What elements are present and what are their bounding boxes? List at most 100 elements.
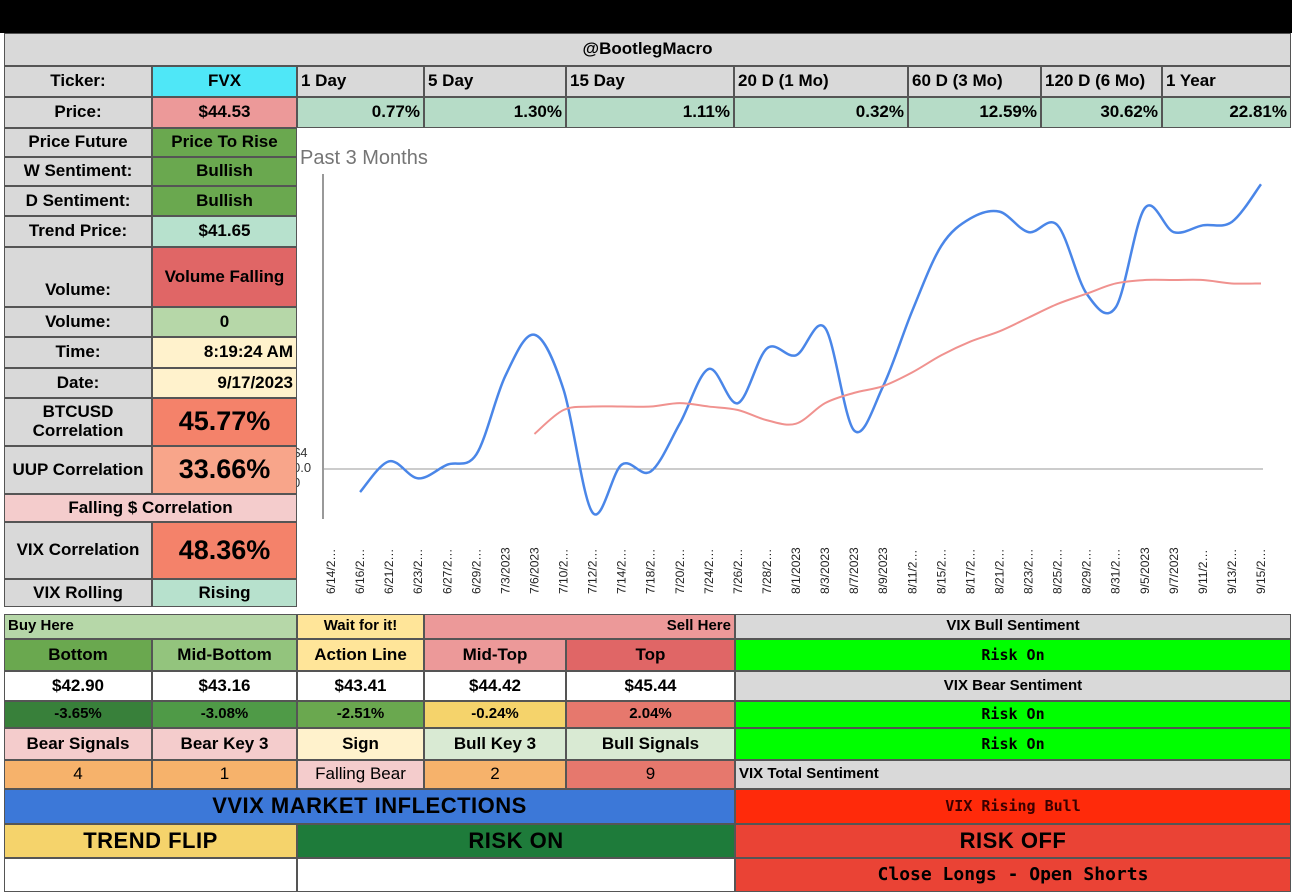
level-mid-top-pct: -0.24% xyxy=(424,701,566,728)
level-mid-bottom-pct: -3.08% xyxy=(152,701,297,728)
level-mid-bottom-label: Mid-Bottom xyxy=(152,639,297,671)
vix-rolling-value: Rising xyxy=(152,579,297,607)
w-sentiment-label: W Sentiment: xyxy=(4,157,152,186)
x-tick-label: 7/26/2… xyxy=(731,549,745,594)
x-tick-label: 7/18/2… xyxy=(644,549,658,594)
level-bottom-price: $42.90 xyxy=(4,671,152,701)
x-tick-label: 8/3/2023 xyxy=(818,547,832,594)
risk-off-header: RISK OFF xyxy=(735,824,1291,858)
change-5d: 1.30% xyxy=(424,97,566,128)
x-tick-label: 6/27/2… xyxy=(440,549,454,594)
sign-value: Falling Bear xyxy=(297,760,424,789)
x-tick-label: 9/13/2… xyxy=(1225,549,1239,594)
level-top-label: Top xyxy=(566,639,735,671)
x-tick-label: 8/31/2… xyxy=(1109,549,1123,594)
header-handle: @BootlegMacro xyxy=(4,33,1291,66)
price-future-label: Price Future xyxy=(4,128,152,157)
risk-on-header: RISK ON xyxy=(297,824,735,858)
x-tick-label: 8/1/2023 xyxy=(789,547,803,594)
trend-flip-header: TREND FLIP xyxy=(4,824,297,858)
bull-signals-value: 9 xyxy=(566,760,735,789)
volume-trend-value: Volume Falling xyxy=(152,247,297,307)
series-line-2 xyxy=(533,278,1262,435)
x-tick-label: 7/10/2… xyxy=(557,549,571,594)
change-120d: 30.62% xyxy=(1041,97,1162,128)
level-bottom-pct: -3.65% xyxy=(4,701,152,728)
wait-for-it-label: Wait for it! xyxy=(297,614,424,639)
period-20d: 20 D (1 Mo) xyxy=(734,66,908,97)
x-tick-label: 8/29/2… xyxy=(1080,549,1094,594)
ticker-label: Ticker: xyxy=(4,66,152,97)
btc-correlation-value: 45.77% xyxy=(152,398,297,446)
period-1y: 1 Year xyxy=(1162,66,1291,97)
vix-bull-sentiment-value: Risk On xyxy=(735,639,1291,671)
x-tick-label: 8/9/2023 xyxy=(876,547,890,594)
x-tick-label: 9/7/2023 xyxy=(1167,547,1181,594)
uup-correlation-value: 33.66% xyxy=(152,446,297,494)
x-tick-label: 7/12/2… xyxy=(586,549,600,594)
y-tick-label: 0.0 xyxy=(297,460,311,475)
d-sentiment-label: D Sentiment: xyxy=(4,186,152,216)
level-mid-top-label: Mid-Top xyxy=(424,639,566,671)
x-tick-label: 8/21/2… xyxy=(992,549,1006,594)
x-tick-label: 8/15/2… xyxy=(934,549,948,594)
volume-trend-label: Volume: xyxy=(4,247,152,307)
period-5d: 5 Day xyxy=(424,66,566,97)
vix-total-sentiment-value: VIX Rising Bull xyxy=(735,789,1291,824)
x-tick-label: 8/7/2023 xyxy=(847,547,861,594)
btc-correlation-label: BTCUSD Correlation xyxy=(4,398,152,446)
vix-bear-sentiment-title: VIX Bear Sentiment xyxy=(735,671,1291,701)
trend-price-value: $41.65 xyxy=(152,216,297,247)
y-tick-label: $4 xyxy=(297,445,307,460)
vix-bear-sentiment-value-2: Risk On xyxy=(735,728,1291,760)
risk-on-value xyxy=(297,858,735,892)
bull-signals-label: Bull Signals xyxy=(566,728,735,760)
x-tick-label: 8/25/2… xyxy=(1051,549,1065,594)
vvix-inflections-title: VVIX MARKET INFLECTIONS xyxy=(4,789,735,824)
level-action-line-pct: -2.51% xyxy=(297,701,424,728)
x-tick-label: 6/29/2… xyxy=(469,549,483,594)
date-value: 9/17/2023 xyxy=(152,368,297,398)
x-tick-label: 7/3/2023 xyxy=(498,547,512,594)
bear-key3-label: Bear Key 3 xyxy=(152,728,297,760)
period-120d: 120 D (6 Mo) xyxy=(1041,66,1162,97)
trend-flip-value xyxy=(4,858,297,892)
y-tick-label: 0 xyxy=(297,475,300,490)
x-tick-label: 6/23/2… xyxy=(411,549,425,594)
volume-value: 0 xyxy=(152,307,297,337)
level-action-line-label: Action Line xyxy=(297,639,424,671)
ticker-symbol: FVX xyxy=(152,66,297,97)
vix-correlation-value: 48.36% xyxy=(152,522,297,579)
price-future-value: Price To Rise xyxy=(152,128,297,157)
level-action-line-price: $43.41 xyxy=(297,671,424,701)
level-bottom-label: Bottom xyxy=(4,639,152,671)
series-line-1 xyxy=(359,183,1263,516)
chart-title: Past 3 Months xyxy=(300,147,428,169)
bear-signals-label: Bear Signals xyxy=(4,728,152,760)
time-label: Time: xyxy=(4,337,152,368)
x-tick-label: 9/5/2023 xyxy=(1138,547,1152,594)
price-label: Price: xyxy=(4,97,152,128)
x-tick-label: 6/21/2… xyxy=(382,549,396,594)
change-1d: 0.77% xyxy=(297,97,424,128)
bear-key3-value: 1 xyxy=(152,760,297,789)
vix-correlation-label: VIX Correlation xyxy=(4,522,152,579)
period-15d: 15 Day xyxy=(566,66,734,97)
level-top-pct: 2.04% xyxy=(566,701,735,728)
buy-here-label: Buy Here xyxy=(4,614,297,639)
vix-rolling-label: VIX Rolling xyxy=(4,579,152,607)
x-tick-label: 7/28/2… xyxy=(760,549,774,594)
x-tick-label: 7/14/2… xyxy=(615,549,629,594)
change-15d: 1.11% xyxy=(566,97,734,128)
sell-here-label: Sell Here xyxy=(424,614,735,639)
price-chart-svg: Past 3 Months $40.00 6/14/2… 6/16/2… 6/21/2… xyxy=(293,147,1268,594)
period-1d: 1 Day xyxy=(297,66,424,97)
falling-dollar-correlation: Falling $ Correlation xyxy=(4,494,297,522)
vix-bull-sentiment-title: VIX Bull Sentiment xyxy=(735,614,1291,639)
d-sentiment-value: Bullish xyxy=(152,186,297,216)
change-1y: 22.81% xyxy=(1162,97,1291,128)
change-60d: 12.59% xyxy=(908,97,1041,128)
w-sentiment-value: Bullish xyxy=(152,157,297,186)
x-tick-label: 8/11/2… xyxy=(905,550,919,594)
